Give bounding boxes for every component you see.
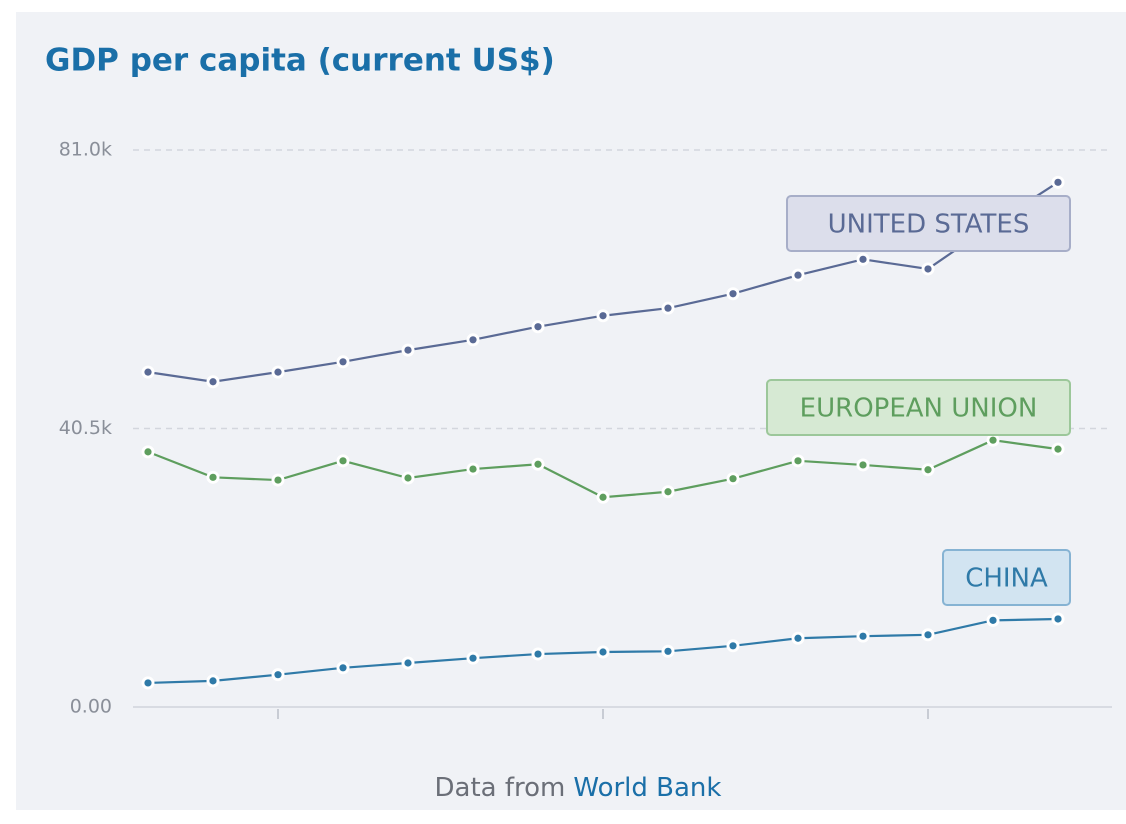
data-point bbox=[794, 634, 802, 642]
data-point bbox=[794, 271, 802, 279]
data-point bbox=[339, 457, 347, 465]
data-point bbox=[664, 304, 672, 312]
data-point bbox=[599, 648, 607, 656]
data-point bbox=[794, 457, 802, 465]
chart-title: GDP per capita (current US$) bbox=[45, 43, 555, 79]
data-point bbox=[469, 654, 477, 662]
legend-box bbox=[942, 549, 1071, 606]
data-point bbox=[534, 323, 542, 331]
data-point bbox=[144, 448, 152, 456]
data-point bbox=[209, 378, 217, 386]
source-link[interactable]: World Bank bbox=[573, 773, 721, 803]
data-point bbox=[729, 642, 737, 650]
data-point bbox=[729, 290, 737, 298]
data-point bbox=[1054, 178, 1062, 186]
data-point bbox=[144, 679, 152, 687]
data-point bbox=[209, 473, 217, 481]
y-tick-label: 0.00 bbox=[70, 696, 112, 718]
data-point bbox=[924, 466, 932, 474]
legend-label: EUROPEAN UNION bbox=[800, 394, 1038, 424]
data-point bbox=[1054, 445, 1062, 453]
data-point bbox=[924, 631, 932, 639]
legend-box bbox=[786, 195, 1071, 252]
data-point bbox=[404, 659, 412, 667]
data-point bbox=[469, 465, 477, 473]
data-point bbox=[729, 475, 737, 483]
data-point bbox=[599, 493, 607, 501]
data-point bbox=[339, 358, 347, 366]
source: Data from World Bank bbox=[435, 773, 722, 803]
data-point bbox=[209, 677, 217, 685]
y-tick-label: 40.5k bbox=[59, 417, 112, 439]
data-point bbox=[664, 647, 672, 655]
legend-box bbox=[766, 379, 1071, 436]
data-point bbox=[989, 616, 997, 624]
data-point bbox=[599, 312, 607, 320]
data-point bbox=[274, 671, 282, 679]
data-point bbox=[1054, 615, 1062, 623]
data-point bbox=[859, 632, 867, 640]
data-point bbox=[989, 436, 997, 444]
data-point bbox=[469, 336, 477, 344]
data-point bbox=[274, 368, 282, 376]
data-point bbox=[664, 488, 672, 496]
data-point bbox=[859, 255, 867, 263]
data-point bbox=[534, 650, 542, 658]
data-point bbox=[339, 664, 347, 672]
data-point bbox=[924, 265, 932, 273]
data-point bbox=[534, 460, 542, 468]
legend-label: CHINA bbox=[965, 564, 1048, 594]
data-point bbox=[144, 368, 152, 376]
y-tick-label: 81.0k bbox=[59, 139, 112, 161]
data-point bbox=[404, 474, 412, 482]
data-point bbox=[859, 461, 867, 469]
legend-label: UNITED STATES bbox=[828, 210, 1030, 240]
data-point bbox=[404, 346, 412, 354]
data-point bbox=[274, 476, 282, 484]
source-prefix: Data from bbox=[435, 773, 566, 803]
